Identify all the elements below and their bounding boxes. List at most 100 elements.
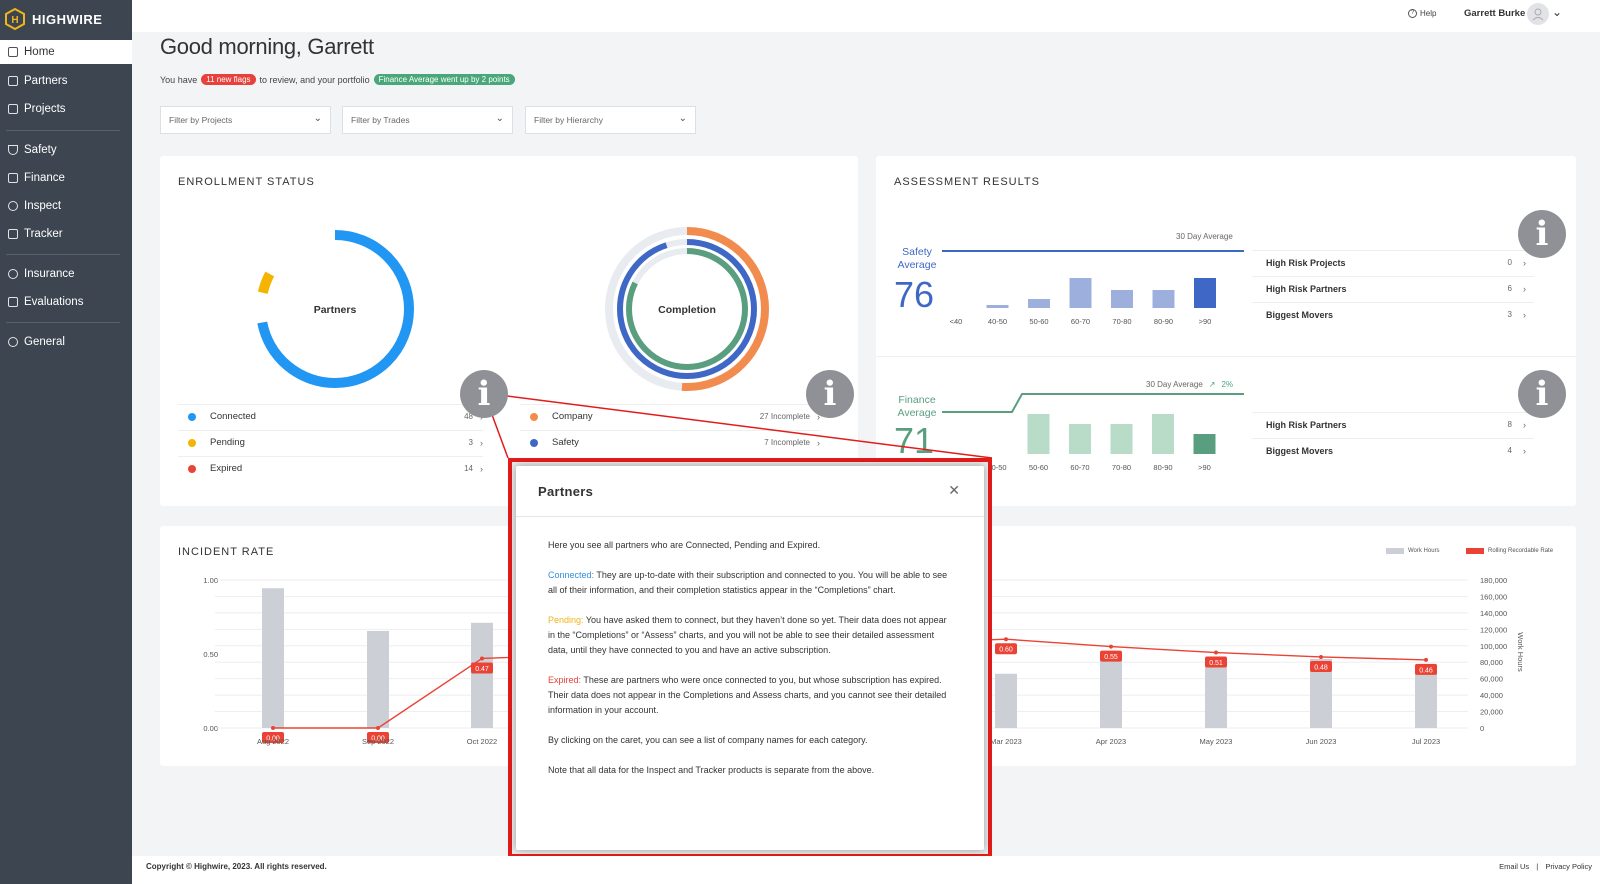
row-value: 4 <box>1507 446 1512 455</box>
sidebar-item-insurance[interactable]: Insurance <box>0 262 132 286</box>
chevron-down-icon[interactable]: ⌄ <box>1552 5 1563 19</box>
new-flags-badge[interactable]: 11 new flags <box>201 74 256 85</box>
info-icon[interactable]: i <box>460 370 508 418</box>
info-icon[interactable]: i <box>1518 370 1566 418</box>
finance-biggest-movers-row[interactable]: Biggest Movers 4 › <box>1252 438 1534 462</box>
legend-row-safety[interactable]: Safety 7 Incomplete › <box>520 430 820 454</box>
chevron-right-icon[interactable]: › <box>480 463 483 474</box>
company-dot <box>530 412 538 421</box>
sidebar-item-label: Partners <box>24 75 68 87</box>
help-label: Help <box>1420 9 1437 18</box>
sidebar-divider <box>6 130 120 131</box>
rate-label-bg <box>1100 650 1122 662</box>
close-icon[interactable]: ✕ <box>948 482 960 498</box>
rate-data-label: 0.00 <box>371 736 385 743</box>
high-risk-partners-row[interactable]: High Risk Partners 6 › <box>1252 276 1534 300</box>
legend-row-pending[interactable]: Pending 3 › <box>178 430 483 454</box>
row-label: High Risk Partners <box>1266 283 1347 294</box>
info-icon[interactable]: i <box>1518 210 1566 258</box>
finance-bar <box>1193 434 1216 454</box>
finance-high-risk-partners-row[interactable]: High Risk Partners 8 › <box>1252 412 1534 436</box>
page-title: Good morning, Garrett <box>160 34 374 59</box>
filter-trades-select[interactable]: Filter by Trades ⌄ <box>342 106 513 134</box>
sidebar-item-safety[interactable]: Safety <box>0 138 132 162</box>
rate-label-bg <box>1205 656 1227 668</box>
y-right-tick: 120,000 <box>1480 625 1507 634</box>
sidebar-item-partners[interactable]: Partners <box>0 69 132 93</box>
copyright: Copyright © Highwire, 2023. All rights r… <box>146 862 327 871</box>
partners-donut-chart[interactable]: Partners <box>250 224 420 394</box>
rate-data-label: 0.51 <box>1209 660 1223 667</box>
legend-swatch <box>1386 548 1404 554</box>
tracker-icon <box>8 229 18 239</box>
donut-center-label: Completion <box>658 304 716 316</box>
biggest-movers-row[interactable]: Biggest Movers 3 › <box>1252 302 1534 326</box>
safety-dot <box>530 438 538 447</box>
rolling-rate-point <box>1214 650 1218 655</box>
rate-data-label: 0.46 <box>1419 667 1433 674</box>
bin-label: 70-80 <box>1112 463 1131 472</box>
x-tick-label: Mar 2023 <box>990 737 1022 746</box>
finance-change-badge[interactable]: Finance Average went up by 2 points <box>373 74 515 85</box>
company-ring <box>605 227 769 391</box>
completion-donut-chart[interactable]: Completion <box>602 224 772 394</box>
email-us-link[interactable]: Email Us <box>1499 862 1530 871</box>
shield-icon <box>8 145 18 155</box>
y-right-tick: 20,000 <box>1480 708 1503 717</box>
sidebar-item-inspect[interactable]: Inspect <box>0 194 132 218</box>
row-value: 3 <box>1507 310 1512 319</box>
chevron-right-icon[interactable]: › <box>480 437 483 448</box>
y-right-tick: 0 <box>1480 724 1484 733</box>
sidebar-item-label: Evaluations <box>24 296 84 308</box>
info-icon[interactable]: i <box>806 370 854 418</box>
y-right-tick: 100,000 <box>1480 642 1507 651</box>
legend-row-company[interactable]: Company 27 Incomplete › <box>520 404 820 428</box>
sidebar-item-finance[interactable]: Finance <box>0 166 132 190</box>
chevron-right-icon: › <box>1523 283 1526 294</box>
sidebar-item-label: Insurance <box>24 268 75 280</box>
work-hours-bar <box>1415 668 1437 728</box>
privacy-policy-link[interactable]: Privacy Policy <box>1545 862 1592 871</box>
sidebar-item-general[interactable]: General <box>0 330 132 354</box>
sidebar-item-evaluations[interactable]: Evaluations <box>0 290 132 314</box>
legend-label: Expired <box>210 463 243 474</box>
eye-icon <box>8 201 18 211</box>
rolling-rate-point <box>376 726 380 730</box>
sidebar-item-label: General <box>24 336 65 348</box>
logo[interactable]: H HIGHWIRE <box>4 6 102 32</box>
sidebar-item-label: Finance <box>24 172 65 184</box>
sidebar-divider <box>6 254 120 255</box>
chevron-right-icon: › <box>1523 309 1526 320</box>
bin-label: 70-80 <box>1112 317 1131 326</box>
sidebar-item-label: Home <box>24 46 55 58</box>
expired-dot <box>188 464 196 473</box>
sidebar-item-home[interactable]: Home <box>0 40 132 64</box>
pending-text: You have asked them to connect, but they… <box>548 615 947 655</box>
filter-projects-select[interactable]: Filter by Projects ⌄ <box>160 106 331 134</box>
x-tick-label: Aug 2022 <box>257 737 289 746</box>
x-tick-label: Jun 2023 <box>1306 737 1337 746</box>
user-name[interactable]: Garrett Burke <box>1464 8 1526 19</box>
x-tick-label: Sep 2022 <box>362 737 394 746</box>
donut-center-label: Partners <box>314 304 357 316</box>
connected-keyword: Connected: <box>548 570 595 580</box>
card-title: ENROLLMENT STATUS <box>178 176 315 188</box>
sidebar-item-projects[interactable]: Projects <box>0 97 132 121</box>
finance-bar <box>1069 424 1091 454</box>
avatar[interactable] <box>1527 3 1549 25</box>
sidebar: H HIGHWIRE Home Partners Projects Safety… <box>0 0 132 884</box>
help-link[interactable]: ? Help <box>1408 9 1436 18</box>
rate-label-bg <box>471 662 493 674</box>
rate-data-label: 0.00 <box>266 736 280 743</box>
filter-hierarchy-select[interactable]: Filter by Hierarchy ⌄ <box>525 106 696 134</box>
sidebar-item-tracker[interactable]: Tracker <box>0 222 132 246</box>
chevron-right-icon[interactable]: › <box>817 437 820 448</box>
chevron-down-icon: ⌄ <box>495 113 504 124</box>
svg-text:H: H <box>11 15 18 26</box>
rate-label-bg <box>1415 663 1437 675</box>
pending-keyword: Pending: <box>548 615 584 625</box>
high-risk-projects-row[interactable]: High Risk Projects 0 › <box>1252 250 1534 274</box>
legend-row-expired[interactable]: Expired 14 › <box>178 456 483 480</box>
row-label: Biggest Movers <box>1266 445 1334 456</box>
